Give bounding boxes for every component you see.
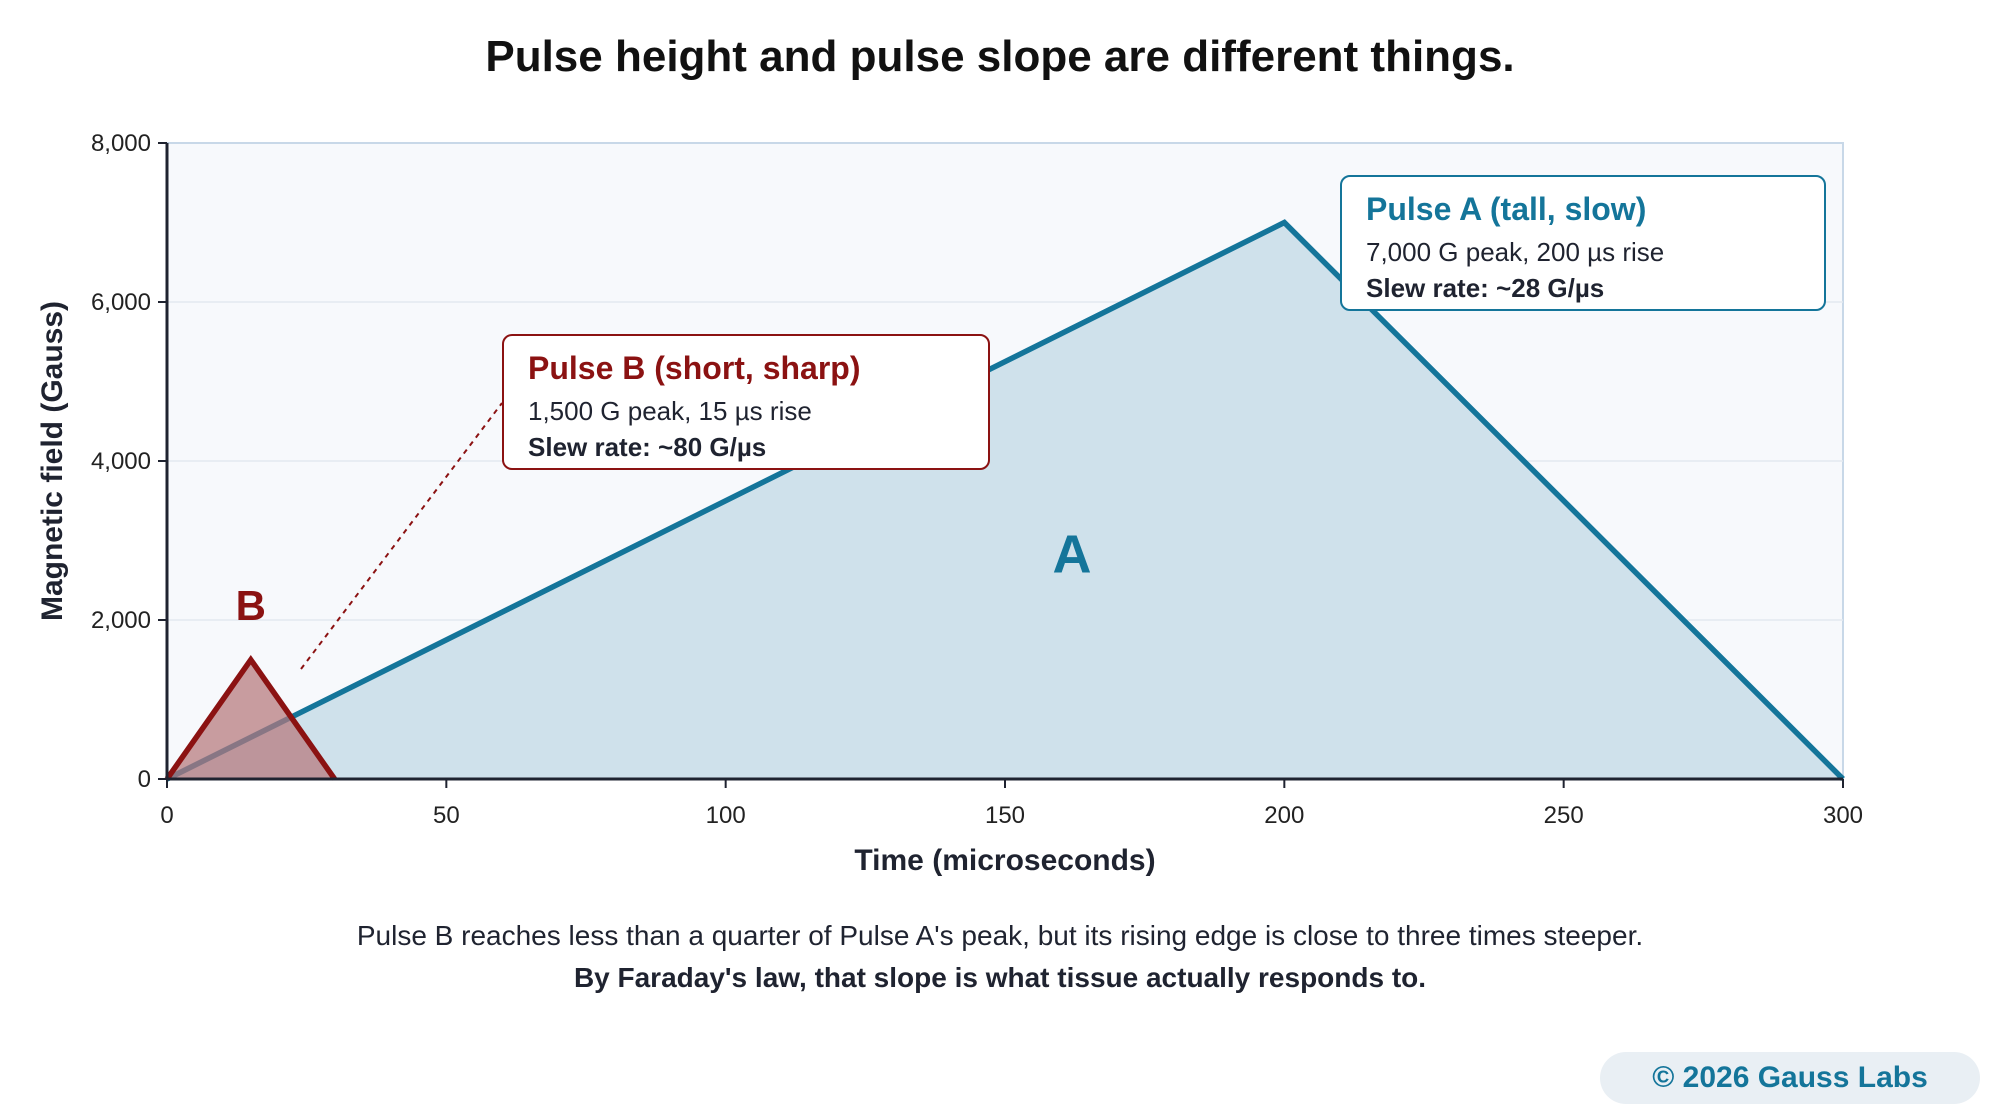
pulse-a-slew-text: Slew rate: ~28 G/µs (1366, 273, 1605, 303)
ticks: 0 50 100 150 200 250 300 0 2,000 4,000 6,000 8,000 (91, 130, 1863, 829)
series-layer (164, 219, 1845, 782)
pulse-b-slew-text: Slew rate: ~80 G/µs (528, 432, 767, 462)
y-tick-label-3: 6,000 (91, 289, 151, 316)
x-tick-label-2: 100 (706, 802, 746, 829)
series-b-area (167, 659, 335, 779)
pulse-b-annotation-title: Pulse B (short, sharp) (528, 350, 861, 386)
pulse-a-annotation: Pulse A (tall, slow) 7,000 G peak, 200 µ… (1340, 175, 1826, 311)
x-tick-label-5: 250 (1544, 802, 1584, 829)
x-tick-label-3: 150 (985, 802, 1025, 829)
y-tick-label-4: 8,000 (91, 130, 151, 157)
series-label-b: B (236, 582, 266, 629)
pulse-a-peak-text: 7,000 G peak, 200 µs rise (1366, 237, 1665, 267)
x-tick-label-0: 0 (160, 802, 173, 829)
series-b-line (164, 654, 337, 781)
x-tick-label-6: 300 (1823, 802, 1863, 829)
y-tick-label-2: 4,000 (91, 448, 151, 475)
y-tick-label-1: 2,000 (91, 607, 151, 634)
chart-title: Pulse height and pulse slope are differe… (485, 32, 1515, 81)
pulse-b-peak-text: 1,500 G peak, 15 µs rise (528, 396, 812, 426)
caption-line-2: By Faraday's law, that slope is what tis… (573, 962, 1427, 993)
x-tick-label-4: 200 (1264, 802, 1304, 829)
pulse-b-annotation: Pulse B (short, sharp) 1,500 G peak, 15 … (502, 334, 990, 470)
y-axis-label: Magnetic field (Gauss) (36, 301, 69, 621)
chart-labels: AB (236, 524, 1092, 629)
y-tick-label-0: 0 (138, 766, 151, 793)
x-axis-label: Time (microseconds) (854, 844, 1155, 877)
series-label-a: A (1053, 524, 1092, 584)
x-tick-label-1: 50 (433, 802, 460, 829)
caption-line-1: Pulse B reaches less than a quarter of P… (356, 920, 1644, 951)
pulse-a-annotation-title: Pulse A (tall, slow) (1366, 191, 1647, 227)
copyright-badge: © 2026 Gauss Labs (1600, 1052, 1980, 1104)
series-a-line (165, 219, 1845, 782)
